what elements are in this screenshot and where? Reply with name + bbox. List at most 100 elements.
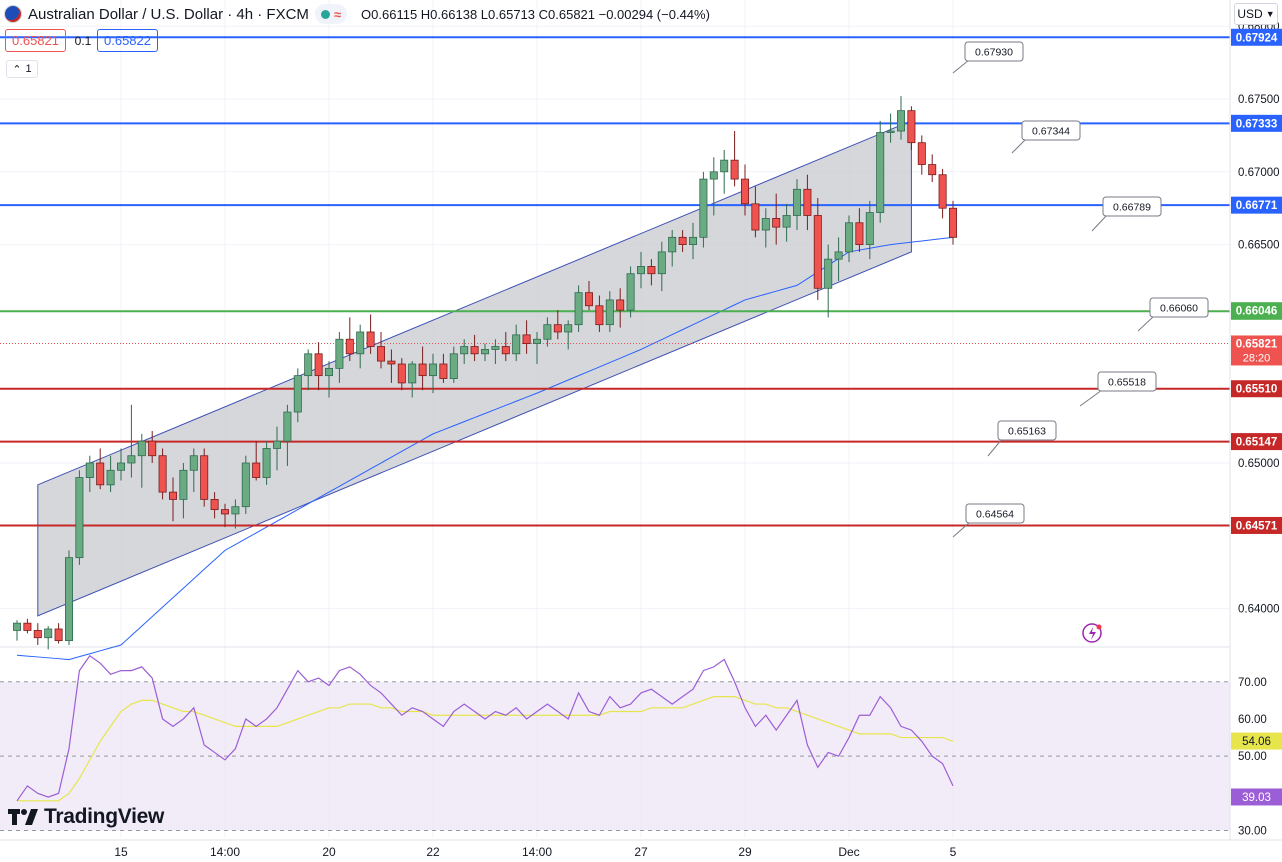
callout-box (1021, 120, 1081, 141)
sell-price-button[interactable]: 0.65821 (5, 29, 66, 52)
bull-candle (637, 266, 646, 275)
chevron-down-icon: ▼ (1265, 9, 1275, 19)
bull-candle (179, 469, 188, 500)
symbol-title[interactable]: Australian Dollar / U.S. Dollar · 4h · F… (28, 5, 309, 23)
market-open-icon (320, 9, 330, 19)
level-badge-bg (1231, 433, 1282, 451)
bull-candle (689, 236, 698, 246)
bear-candle (813, 215, 822, 289)
event-dot-icon (1096, 624, 1102, 630)
callout-label: 0.65163 (1008, 426, 1046, 438)
rsi-badge-bg (1231, 788, 1282, 806)
currency-selector[interactable]: USD ▼ (1234, 3, 1278, 25)
symbol-header: Australian Dollar / U.S. Dollar · 4h · F… (4, 3, 710, 25)
bull-candle (241, 462, 250, 508)
time-tick-label: Dec (838, 845, 859, 859)
spread-value: 0.1 (74, 33, 92, 48)
bear-candle (397, 363, 406, 384)
level-badge-bg (1231, 196, 1282, 214)
currency-label: USD (1237, 7, 1263, 21)
rsi-tick-label: 30.00 (1238, 826, 1267, 838)
tradingview-logo-icon (8, 809, 38, 825)
bull-candle (834, 251, 843, 260)
bear-candle (522, 334, 531, 345)
callout-box (1097, 371, 1157, 392)
bear-candle (210, 499, 219, 510)
buy-price-button[interactable]: 0.65822 (97, 29, 158, 52)
moving-average-line (16, 236, 954, 661)
level-badge-bg (1231, 380, 1282, 398)
pivot-badge: 0.66046 (1236, 306, 1278, 318)
rsi-badge: 39.03 (1242, 792, 1271, 804)
bull-candle (449, 353, 458, 379)
bull-candle (543, 324, 552, 340)
last-price-badge: 0.65821 (1236, 338, 1278, 350)
bear-candle (741, 178, 750, 205)
level-badge: 0.66771 (1236, 200, 1278, 212)
bull-candle (75, 477, 84, 559)
bear-candle (168, 491, 177, 500)
price-tick-label: 0.64000 (1238, 604, 1280, 616)
callout-box (1149, 297, 1209, 318)
level-badge-bg (1231, 114, 1282, 132)
callout-label: 0.66060 (1160, 303, 1198, 315)
bull-candle (356, 331, 365, 355)
price-tick-label: 0.68000 (1238, 21, 1280, 33)
level-badge: 0.64571 (1236, 520, 1278, 532)
bull-candle (85, 462, 94, 478)
tradingview-logo[interactable]: TradingView (8, 805, 164, 828)
bull-candle (824, 258, 833, 289)
bull-candle (65, 557, 74, 642)
bull-candle (428, 363, 437, 377)
bear-candle (33, 630, 42, 639)
bull-candle (231, 506, 240, 515)
bear-candle (585, 292, 594, 307)
price-tick-label: 0.65000 (1238, 458, 1280, 470)
bear-candle (314, 353, 323, 377)
bull-candle (533, 338, 542, 345)
pivot-badge-bg (1231, 302, 1282, 320)
callout-box (965, 503, 1025, 524)
time-tick-label: 14:00 (210, 845, 240, 859)
bear-candle (387, 360, 396, 365)
bear-candle (616, 299, 625, 311)
bull-candle (137, 440, 146, 457)
bear-candle (595, 305, 604, 326)
bear-candle (376, 346, 385, 362)
time-tick-label: 14:00 (522, 845, 552, 859)
bull-candle (720, 159, 729, 173)
price-channel (37, 120, 912, 617)
level-badge: 0.67333 (1236, 118, 1278, 130)
bull-candle (876, 132, 885, 213)
callout-label: 0.67344 (1032, 126, 1070, 138)
bear-candle (220, 509, 229, 515)
market-status-pill[interactable]: ≈ (314, 4, 348, 24)
rsi-line (16, 654, 954, 802)
countdown-badge: 28:20 (1243, 352, 1271, 364)
bull-candle (12, 622, 21, 631)
callout-leader (1137, 315, 1155, 332)
callout-leader (1079, 389, 1103, 407)
bear-candle (938, 174, 947, 209)
bull-candle (293, 375, 302, 413)
level-badge: 0.65510 (1236, 384, 1278, 396)
bull-candle (324, 367, 333, 377)
time-tick-label: 20 (322, 845, 336, 859)
indicator-collapse-button[interactable]: ⌃ 1 (6, 60, 38, 78)
last-price-badge-bg (1231, 335, 1282, 366)
rsi-ma-badge-bg (1231, 732, 1282, 750)
wave-icon: ≈ (333, 6, 342, 22)
time-tick-label: 22 (426, 845, 440, 859)
bear-candle (366, 331, 375, 347)
bull-candle (408, 363, 417, 384)
bull-candle (793, 188, 802, 216)
bull-candle (865, 212, 874, 246)
bear-candle (470, 346, 479, 355)
bear-candle (252, 462, 261, 478)
bull-candle (480, 349, 489, 355)
bear-candle (553, 324, 562, 333)
bull-candle (605, 299, 614, 326)
level-badge-bg (1231, 28, 1282, 46)
